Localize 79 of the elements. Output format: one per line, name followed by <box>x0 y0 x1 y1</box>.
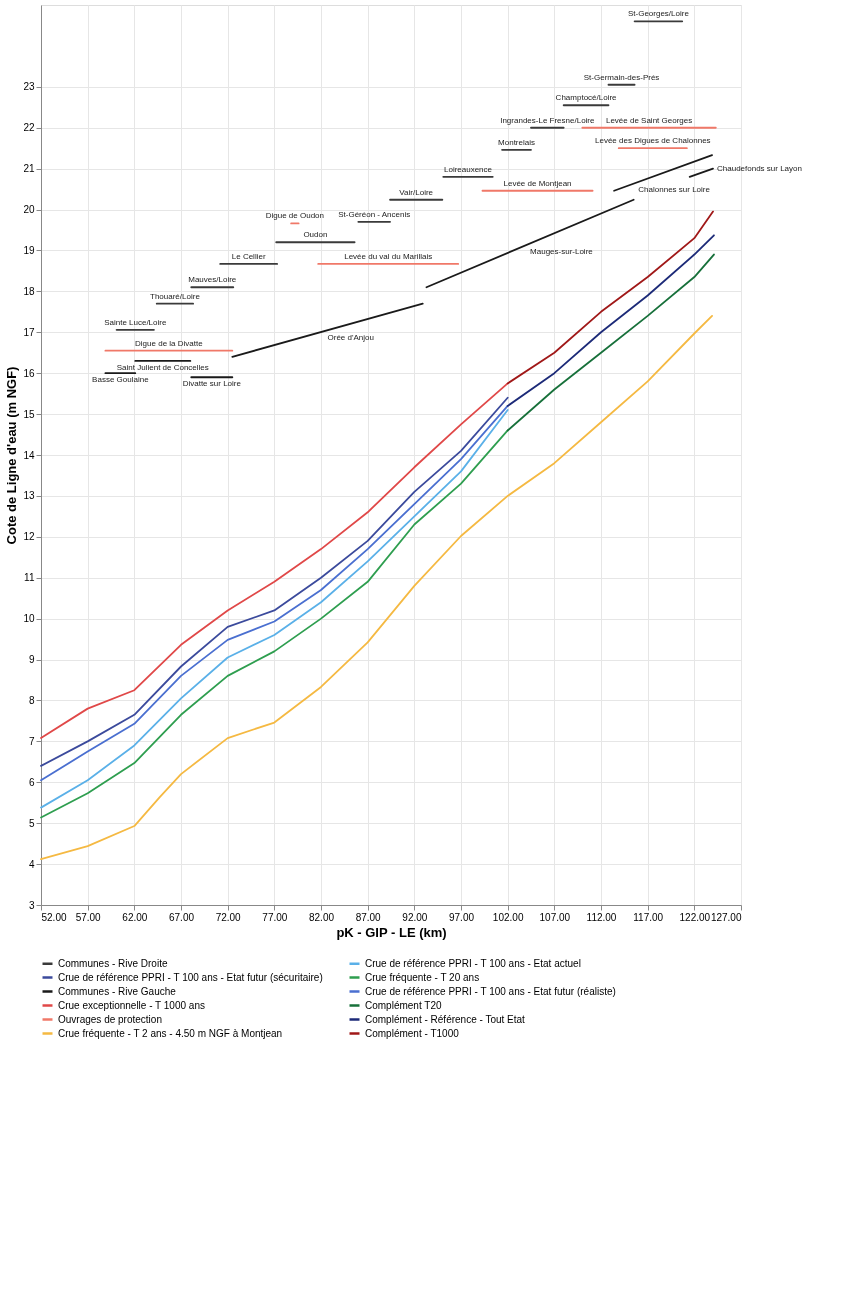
y-tick-label: 17 <box>23 326 35 338</box>
y-tick-label: 18 <box>23 285 35 297</box>
annotation: Basse Goulaine <box>92 375 150 385</box>
x-tick-label: 92.00 <box>402 911 428 923</box>
annotation: Montrelais <box>498 137 535 147</box>
y-tick-label: 15 <box>23 408 35 420</box>
x-tick-label: 72.00 <box>215 911 242 923</box>
y-tick-label: 10 <box>23 613 35 625</box>
annotation: Le Cellier <box>231 251 266 261</box>
y-tick-label: 5 <box>28 817 35 829</box>
x-axis-title: pK - GIP - LE (km) <box>336 924 447 940</box>
y-tick-label: 8 <box>28 694 35 706</box>
annotation: Mauves/Loire <box>188 275 237 285</box>
annotation: Champtocé/Loire <box>555 93 618 103</box>
y-tick-label: 9 <box>28 654 35 666</box>
legend-label: Crue fréquente - T 20 ans <box>365 971 480 983</box>
annotation: Chalonnes sur Loire <box>638 184 711 194</box>
y-tick-label: 16 <box>23 367 35 379</box>
annotation: Sainte Luce/Loire <box>104 317 167 327</box>
legend-label: Complément - Référence - Tout Etat <box>365 1013 526 1025</box>
y-tick-label: 3 <box>28 899 35 911</box>
annotation: Divatte sur Loire <box>182 379 242 389</box>
legend-label: Communes - Rive Gauche <box>58 985 177 997</box>
line-series <box>40 315 713 861</box>
x-tick-label: 97.00 <box>448 911 475 923</box>
annotation: Mauges-sur-Loire <box>530 246 594 256</box>
y-tick-label: 4 <box>28 858 35 870</box>
line-series <box>506 234 715 407</box>
legend-label: Complément - T1000 <box>365 1027 460 1039</box>
y-tick-label: 6 <box>28 776 35 788</box>
legend-label: Crue de référence PPRI - T 100 ans - Etat actuel <box>365 957 581 969</box>
annotation: Levée de Montjean <box>503 178 572 188</box>
y-tick-label: 19 <box>23 244 35 256</box>
legend-label: Crue de référence PPRI - T 100 ans - Etat futur (réaliste) <box>365 985 616 997</box>
y-tick-label: 21 <box>23 163 35 175</box>
x-tick-label: 107.00 <box>539 911 571 923</box>
annotation: Levée de Saint Georges <box>605 115 693 125</box>
y-tick-label: 23 <box>23 81 35 93</box>
y-tick-label: 13 <box>23 490 35 502</box>
x-tick-label: 87.00 <box>355 911 382 923</box>
legend-label: Ouvrages de protection <box>58 1013 162 1025</box>
x-tick-label: 57.00 <box>75 911 102 923</box>
legend-label: Crue exceptionnelle - T 1000 ans <box>58 999 205 1011</box>
y-tick-label: 14 <box>23 449 35 461</box>
y-axis-title: Cote de Ligne d'eau (m NGF) <box>4 366 20 545</box>
annotation: Loireauxence <box>443 164 493 174</box>
legend-label: Crue de référence PPRI - T 100 ans - Etat futur (sécuritaire) <box>58 971 323 983</box>
x-tick-label: 82.00 <box>308 911 335 923</box>
x-tick-label: 122.00 <box>679 911 711 923</box>
annotation: St-Géréon - Ancenis <box>338 209 411 219</box>
annotation: Digue de la Divatte <box>135 338 204 348</box>
x-tick-label: 52.00 <box>41 911 67 923</box>
x-tick-label: 117.00 <box>633 911 664 923</box>
annotation: Oudon <box>303 230 328 240</box>
annotation: Orée d'Anjou <box>327 333 374 343</box>
annotation: Chaudefonds sur Layon <box>717 163 802 173</box>
annotation: Vair/Loire <box>399 187 434 197</box>
annotation: St-Germain-des-Prés <box>583 72 660 82</box>
annotation: Thouaré/Loire <box>150 291 201 301</box>
annotation: Saint Julient de Concelles <box>116 362 209 372</box>
annotation: Levée des Digues de Chalonnes <box>594 136 711 146</box>
x-tick-label: 62.00 <box>122 911 148 923</box>
legend-label: Communes - Rive Droite <box>58 957 168 969</box>
annotation: Levée du val du Marillais <box>344 251 433 261</box>
x-tick-label: 77.00 <box>262 911 288 923</box>
x-tick-label: 127.00 <box>710 911 742 923</box>
legend-label: Complément T20 <box>365 999 442 1011</box>
y-tick-label: 20 <box>23 204 35 216</box>
y-tick-label: 22 <box>23 122 35 134</box>
y-tick-label: 7 <box>28 735 35 747</box>
annotation: St-Georges/Loire <box>627 9 690 19</box>
x-tick-label: 102.00 <box>492 911 524 923</box>
x-tick-label: 67.00 <box>168 911 195 923</box>
legend-label: Crue fréquente - T 2 ans - 4.50 m NGF à Montjean <box>58 1027 283 1039</box>
x-tick-label: 112.00 <box>586 911 617 923</box>
y-tick-label: 11 <box>24 572 35 584</box>
annotation: Ingrandes-Le Fresne/Loire <box>500 115 596 125</box>
y-tick-label: 12 <box>23 531 35 543</box>
annotation: Digue de Oudon <box>265 211 324 221</box>
